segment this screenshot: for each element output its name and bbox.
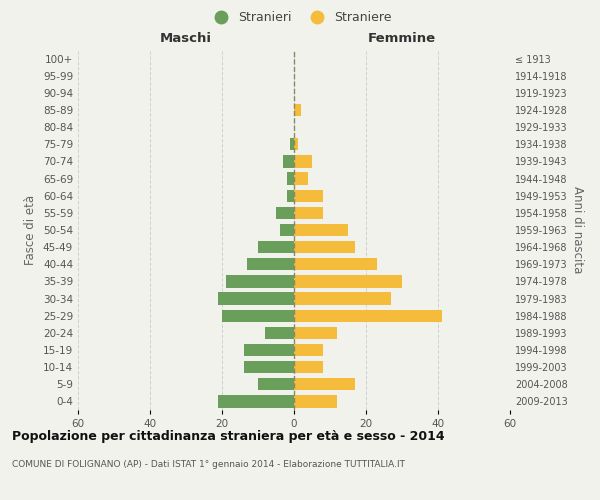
- Bar: [294, 206, 323, 219]
- Bar: [294, 361, 323, 374]
- Bar: [294, 156, 312, 168]
- Bar: [283, 156, 294, 168]
- Text: Popolazione per cittadinanza straniera per età e sesso - 2014: Popolazione per cittadinanza straniera p…: [12, 430, 445, 443]
- Bar: [294, 310, 442, 322]
- Bar: [294, 378, 355, 390]
- Bar: [287, 190, 294, 202]
- Bar: [294, 138, 298, 150]
- Bar: [294, 258, 377, 270]
- Y-axis label: Anni di nascita: Anni di nascita: [571, 186, 584, 274]
- Bar: [276, 206, 294, 219]
- Bar: [226, 276, 294, 287]
- Bar: [258, 378, 294, 390]
- Bar: [247, 258, 294, 270]
- Bar: [294, 276, 402, 287]
- Bar: [294, 241, 355, 254]
- Bar: [244, 344, 294, 356]
- Bar: [294, 104, 301, 116]
- Bar: [294, 224, 348, 236]
- Text: COMUNE DI FOLIGNANO (AP) - Dati ISTAT 1° gennaio 2014 - Elaborazione TUTTITALIA.: COMUNE DI FOLIGNANO (AP) - Dati ISTAT 1°…: [12, 460, 405, 469]
- Text: Maschi: Maschi: [160, 32, 212, 45]
- Bar: [280, 224, 294, 236]
- Bar: [244, 361, 294, 374]
- Bar: [218, 292, 294, 304]
- Bar: [294, 344, 323, 356]
- Bar: [294, 326, 337, 339]
- Bar: [294, 292, 391, 304]
- Legend: Stranieri, Straniere: Stranieri, Straniere: [203, 6, 397, 29]
- Bar: [258, 241, 294, 254]
- Bar: [287, 172, 294, 184]
- Bar: [222, 310, 294, 322]
- Bar: [290, 138, 294, 150]
- Bar: [265, 326, 294, 339]
- Text: Femmine: Femmine: [368, 32, 436, 45]
- Bar: [294, 172, 308, 184]
- Y-axis label: Fasce di età: Fasce di età: [25, 195, 37, 265]
- Bar: [294, 190, 323, 202]
- Bar: [294, 396, 337, 407]
- Bar: [218, 396, 294, 407]
